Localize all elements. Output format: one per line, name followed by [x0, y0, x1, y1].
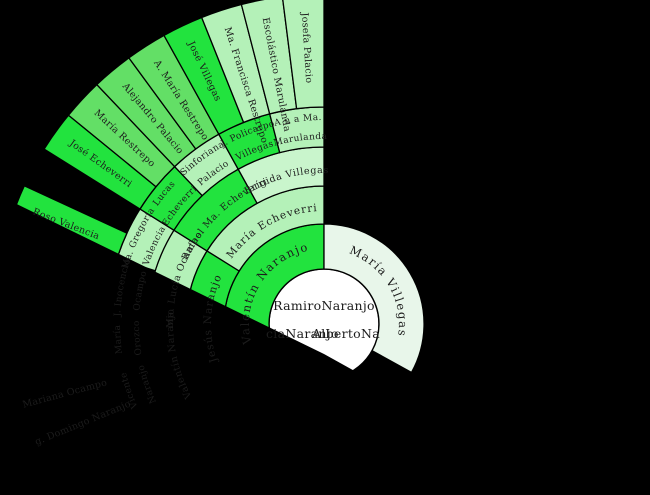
person-label: Josefa Palacio [299, 11, 314, 83]
person-label: María [112, 324, 125, 354]
segment-maría-villegas[interactable] [323, 223, 425, 374]
center-person-line2-right: AlbertoNa [311, 326, 380, 341]
segment-escolástico-marulanda[interactable] [240, 0, 298, 115]
segment-josefa-palacio[interactable] [282, 0, 325, 110]
center-person-line2-left: ciaNaranjo [266, 326, 339, 341]
bottom-gap-mask [0, 195, 578, 495]
person-label: Orozco [132, 320, 145, 356]
center-person-name: RamiroNaranjo [273, 298, 375, 313]
